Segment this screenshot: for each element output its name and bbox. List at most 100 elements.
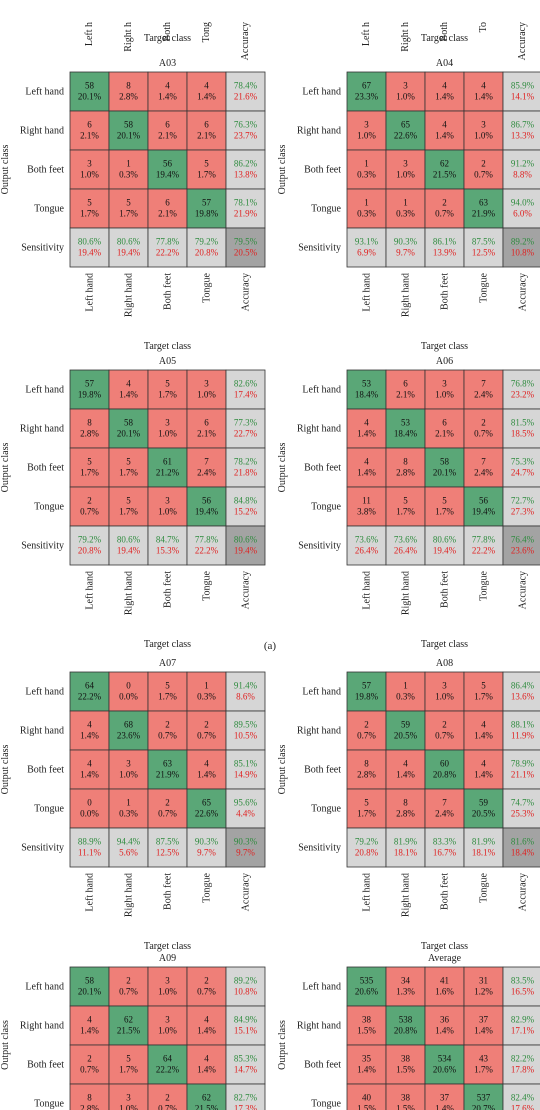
cell-percent: 1.5% bbox=[396, 1065, 415, 1075]
cell-percent: 1.0% bbox=[396, 170, 415, 180]
x-axis-label: Target class bbox=[421, 341, 468, 352]
cell-value: 84.7% bbox=[156, 535, 180, 545]
matrix-cell bbox=[69, 110, 110, 151]
cell-percent: 8.8% bbox=[513, 170, 532, 180]
cell-value: 65 bbox=[202, 798, 212, 808]
cell-percent: 20.8% bbox=[433, 770, 457, 780]
cell-percent: 5.6% bbox=[119, 848, 138, 858]
cell-percent: 22.2% bbox=[78, 692, 102, 702]
cell-percent: 1.4% bbox=[80, 731, 99, 741]
cell-percent: 2.4% bbox=[197, 468, 216, 478]
matrix-cell bbox=[424, 671, 465, 712]
cell-value: 36 bbox=[440, 1015, 450, 1025]
x-tick-label: Right hand bbox=[124, 571, 135, 615]
matrix-cell bbox=[108, 149, 149, 190]
matrix-cell bbox=[424, 408, 465, 449]
cell-percent: 1.2% bbox=[474, 987, 493, 997]
cell-percent: 15.2% bbox=[234, 507, 258, 517]
y-tick-label: Right hand bbox=[20, 1021, 64, 1032]
cell-value: 6 bbox=[165, 198, 170, 208]
y-tick-label: Right hand bbox=[297, 126, 341, 137]
x-tick-label: Both feet bbox=[440, 273, 451, 310]
x-tick-label: Left hand bbox=[362, 873, 373, 912]
cell-percent: 0.7% bbox=[435, 731, 454, 741]
y-axis-label: Output class bbox=[277, 745, 288, 795]
matrix-cell bbox=[147, 486, 188, 527]
x-tick-label: To bbox=[478, 22, 489, 32]
cell-value: 38 bbox=[362, 1015, 372, 1025]
x-axis-label: Target class bbox=[421, 33, 468, 44]
x-tick-label: Tongue bbox=[479, 570, 490, 600]
matrix-cell bbox=[385, 149, 426, 190]
cell-value: 2 bbox=[165, 720, 170, 730]
cell-value: 4 bbox=[481, 759, 486, 769]
matrix-cell bbox=[463, 227, 504, 268]
cell-percent: 19.4% bbox=[195, 507, 219, 517]
cell-value: 75.3% bbox=[511, 457, 535, 467]
cell-percent: 21.9% bbox=[234, 209, 258, 219]
cell-value: 57 bbox=[362, 681, 372, 691]
matrix-cell bbox=[463, 149, 504, 190]
matrix-cell bbox=[147, 525, 188, 566]
cell-value: 2 bbox=[204, 976, 209, 986]
matrix-cell bbox=[225, 110, 266, 151]
matrix-cell bbox=[108, 525, 149, 566]
cell-percent: 6.0% bbox=[513, 209, 532, 219]
cell-value: 4 bbox=[481, 720, 486, 730]
matrix-cell bbox=[108, 1044, 149, 1085]
cell-value: 81.6% bbox=[511, 837, 535, 847]
matrix-cell bbox=[186, 710, 227, 751]
cell-percent: 14.9% bbox=[234, 770, 258, 780]
cell-value: 79.2% bbox=[195, 237, 219, 247]
cell-value: 58 bbox=[440, 457, 450, 467]
cell-percent: 13.8% bbox=[234, 170, 258, 180]
cell-percent: 10.8% bbox=[511, 248, 535, 258]
cell-value: 37 bbox=[440, 1093, 450, 1103]
cell-value: 76.4% bbox=[511, 535, 535, 545]
matrix-cell bbox=[225, 1083, 266, 1110]
matrix-cell bbox=[385, 486, 426, 527]
y-tick-label: Right hand bbox=[297, 1021, 341, 1032]
cell-percent: 18.1% bbox=[394, 848, 418, 858]
cell-value: 2 bbox=[442, 720, 447, 730]
cell-percent: 1.4% bbox=[357, 468, 376, 478]
cell-percent: 1.4% bbox=[435, 131, 454, 141]
cell-percent: 19.8% bbox=[78, 390, 102, 400]
y-tick-label: Sensitivity bbox=[21, 243, 64, 254]
cell-value: 89.2% bbox=[234, 976, 258, 986]
matrix-cell bbox=[108, 966, 149, 1007]
cell-value: 5 bbox=[165, 681, 170, 691]
cell-value: 1 bbox=[403, 681, 408, 691]
cell-value: 4 bbox=[126, 379, 131, 389]
cell-percent: 21.6% bbox=[234, 92, 258, 102]
cell-value: 3 bbox=[126, 1093, 131, 1103]
matrix-cell bbox=[346, 749, 387, 790]
y-axis-label: Output class bbox=[0, 745, 11, 795]
cell-percent: 1.7% bbox=[396, 507, 415, 517]
y-tick-label: Sensitivity bbox=[298, 843, 341, 854]
cell-value: 95.6% bbox=[234, 798, 258, 808]
matrix-cell bbox=[147, 447, 188, 488]
cell-percent: 18.1% bbox=[472, 848, 496, 858]
matrix-cell bbox=[385, 447, 426, 488]
matrix-cell bbox=[186, 1083, 227, 1110]
cell-percent: 1.5% bbox=[357, 1104, 376, 1110]
cell-percent: 0.3% bbox=[357, 209, 376, 219]
matrix-cell bbox=[69, 369, 110, 410]
cell-percent: 0.7% bbox=[435, 209, 454, 219]
cell-percent: 2.8% bbox=[80, 429, 99, 439]
cell-value: 37 bbox=[479, 1015, 489, 1025]
cell-percent: 24.7% bbox=[511, 468, 535, 478]
x-axis-label: Target class bbox=[421, 941, 468, 952]
cell-value: 8 bbox=[87, 418, 92, 428]
matrix-title: Average bbox=[428, 953, 462, 964]
matrix-cell bbox=[147, 710, 188, 751]
cell-percent: 20.8% bbox=[78, 546, 102, 556]
cell-percent: 20.7% bbox=[472, 1104, 496, 1110]
cell-value: 74.7% bbox=[511, 798, 535, 808]
cell-value: 35 bbox=[362, 1054, 372, 1064]
x-tick-label: Both bbox=[162, 22, 173, 41]
x-tick-label: Accuracy bbox=[517, 22, 528, 60]
cell-percent: 0.7% bbox=[158, 731, 177, 741]
x-tick-label: Tongue bbox=[479, 872, 490, 902]
